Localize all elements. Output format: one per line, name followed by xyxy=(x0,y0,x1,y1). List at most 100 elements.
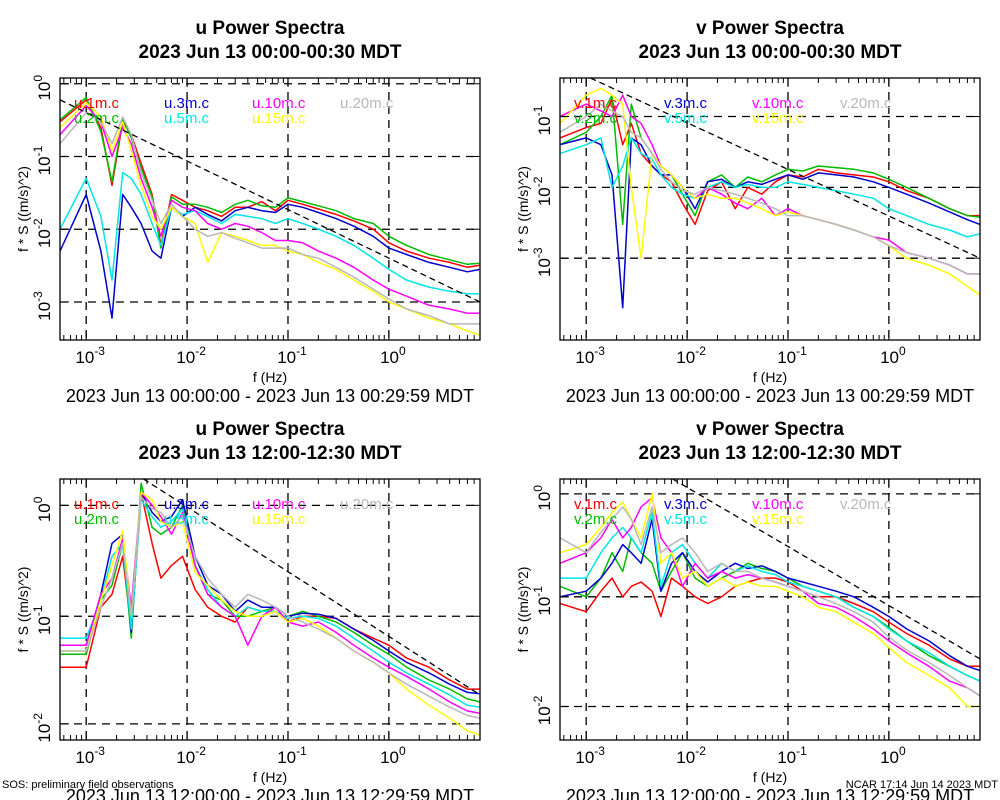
legend-item-15m: v.15m.c xyxy=(752,110,804,127)
series-line-20m xyxy=(560,103,980,275)
legend-item-2m: v.2m.c xyxy=(574,110,618,127)
y-axis-label: f * S ((m/s)^2) xyxy=(515,567,531,653)
time-range-caption: 2023 Jun 13 00:00:00 - 2023 Jun 13 00:29… xyxy=(566,386,974,406)
y-tick-label: 100 xyxy=(31,496,54,522)
series-line-10m xyxy=(60,104,480,314)
series-line-2m xyxy=(560,537,980,682)
series-line-10m xyxy=(560,496,980,697)
x-tick-label: 100 xyxy=(880,744,906,767)
legend-item-5m: u.5m.c xyxy=(164,511,210,528)
chart-title: v Power Spectra xyxy=(696,419,844,440)
reference-slope-line xyxy=(590,78,980,259)
series-line-2m xyxy=(560,94,980,226)
plot-frame xyxy=(59,478,481,741)
x-tick-label: 10-2 xyxy=(176,744,206,767)
x-tick-label: 10-1 xyxy=(277,344,307,367)
y-axis-label: f * S ((m/s)^2) xyxy=(515,166,531,252)
spectra-panel: u Power Spectra 2023 Jun 13 00:00-00:30 M… xyxy=(15,18,481,406)
series-line-20m xyxy=(560,506,980,697)
legend-item-2m: v.2m.c xyxy=(574,511,618,528)
legend-item-15m: v.15m.c xyxy=(752,511,804,528)
chart-subtitle: 2023 Jun 13 12:00-12:30 MDT xyxy=(639,443,902,464)
legend-item-3m: u.3m.c xyxy=(164,496,210,513)
x-tick-label: 100 xyxy=(380,344,406,367)
footer-note-right: NCAR 17:14 Jun 14 2023 MDT xyxy=(846,779,999,791)
legend-item-10m: u.10m.c xyxy=(252,95,306,112)
y-tick-label: 10-2 xyxy=(31,713,54,743)
time-range-caption: 2023 Jun 13 12:00:00 - 2023 Jun 13 12:29… xyxy=(66,786,474,800)
chart-title: v Power Spectra xyxy=(696,18,844,39)
legend-item-3m: u.3m.c xyxy=(164,95,210,112)
plot-frame xyxy=(59,77,481,341)
y-tick-label: 10-1 xyxy=(31,145,54,175)
legend-item-20m: u.20m.c xyxy=(340,95,394,112)
series-line-5m xyxy=(560,137,980,238)
x-axis-label: f (Hz) xyxy=(753,769,787,785)
series-line-5m xyxy=(60,498,480,708)
plot-frame xyxy=(559,478,981,741)
chart-subtitle: 2023 Jun 13 00:00-00:30 MDT xyxy=(139,42,402,63)
legend-item-2m: u.2m.c xyxy=(74,511,120,528)
plot-frame xyxy=(559,77,981,341)
x-tick-label: 10-1 xyxy=(777,344,807,367)
legend-item-5m: v.5m.c xyxy=(664,511,708,528)
y-tick-label: 100 xyxy=(531,485,554,511)
legend-item-5m: v.5m.c xyxy=(664,110,708,127)
series-line-3m xyxy=(560,518,980,672)
legend-item-15m: u.15m.c xyxy=(252,511,306,528)
legend-item-1m: v.1m.c xyxy=(574,496,618,513)
x-tick-label: 10-3 xyxy=(575,744,605,767)
legend-item-20m: v.20m.c xyxy=(840,95,892,112)
legend-item-1m: u.1m.c xyxy=(74,95,120,112)
y-tick-label: 10-1 xyxy=(531,586,554,616)
legend-item-10m: v.10m.c xyxy=(752,95,804,112)
legend-item-1m: u.1m.c xyxy=(74,496,120,513)
x-tick-label: 10-2 xyxy=(676,744,706,767)
y-tick-label: 100 xyxy=(31,75,54,101)
series-line-20m xyxy=(60,111,480,325)
spectra-panel: v Power Spectra 2023 Jun 13 12:00-12:30 M… xyxy=(515,419,981,800)
legend-item-2m: u.2m.c xyxy=(74,110,120,127)
series-line-5m xyxy=(60,171,480,295)
y-tick-label: 10-1 xyxy=(531,105,554,135)
x-tick-label: 10-1 xyxy=(277,744,307,767)
reference-slope-line xyxy=(672,479,980,660)
y-tick-label: 10-3 xyxy=(531,247,554,277)
chart-subtitle: 2023 Jun 13 12:00-12:30 MDT xyxy=(139,443,402,464)
spectra-panel: v Power Spectra 2023 Jun 13 00:00-00:30 M… xyxy=(515,18,981,406)
time-range-caption: 2023 Jun 13 00:00:00 - 2023 Jun 13 00:29… xyxy=(66,386,474,406)
footer-note-left: SOS: preliminary field observations xyxy=(2,779,174,791)
y-tick-label: 10-3 xyxy=(31,291,54,321)
x-tick-label: 10-2 xyxy=(176,344,206,367)
series-line-10m xyxy=(560,94,980,275)
chart-subtitle: 2023 Jun 13 00:00-00:30 MDT xyxy=(639,42,902,63)
legend-item-1m: v.1m.c xyxy=(574,95,618,112)
x-tick-label: 100 xyxy=(380,744,406,767)
x-tick-label: 10-3 xyxy=(75,744,105,767)
x-tick-label: 100 xyxy=(880,344,906,367)
x-axis-label: f (Hz) xyxy=(253,769,287,785)
legend-item-20m: u.20m.c xyxy=(340,496,394,513)
series-line-5m xyxy=(560,511,980,682)
chart-title: u Power Spectra xyxy=(196,18,345,39)
x-tick-label: 10-3 xyxy=(575,344,605,367)
y-tick-label: 10-2 xyxy=(531,695,554,725)
reference-slope-line xyxy=(143,479,480,696)
series-line-20m xyxy=(60,496,480,719)
y-axis-label: f * S ((m/s)^2) xyxy=(15,567,31,653)
series-line-3m xyxy=(560,137,980,309)
y-tick-label: 10-2 xyxy=(31,218,54,248)
y-axis-label: f * S ((m/s)^2) xyxy=(15,166,31,252)
legend-item-3m: v.3m.c xyxy=(664,496,708,513)
legend-item-5m: u.5m.c xyxy=(164,110,210,127)
series-line-2m xyxy=(60,96,480,266)
legend-item-10m: u.10m.c xyxy=(252,496,306,513)
legend-item-15m: u.15m.c xyxy=(252,110,306,127)
x-tick-label: 10-1 xyxy=(777,744,807,767)
x-axis-label: f (Hz) xyxy=(253,369,287,385)
series-line-15m xyxy=(60,101,480,336)
chart-title: u Power Spectra xyxy=(196,419,345,440)
x-tick-label: 10-2 xyxy=(676,344,706,367)
y-tick-label: 10-2 xyxy=(531,176,554,206)
